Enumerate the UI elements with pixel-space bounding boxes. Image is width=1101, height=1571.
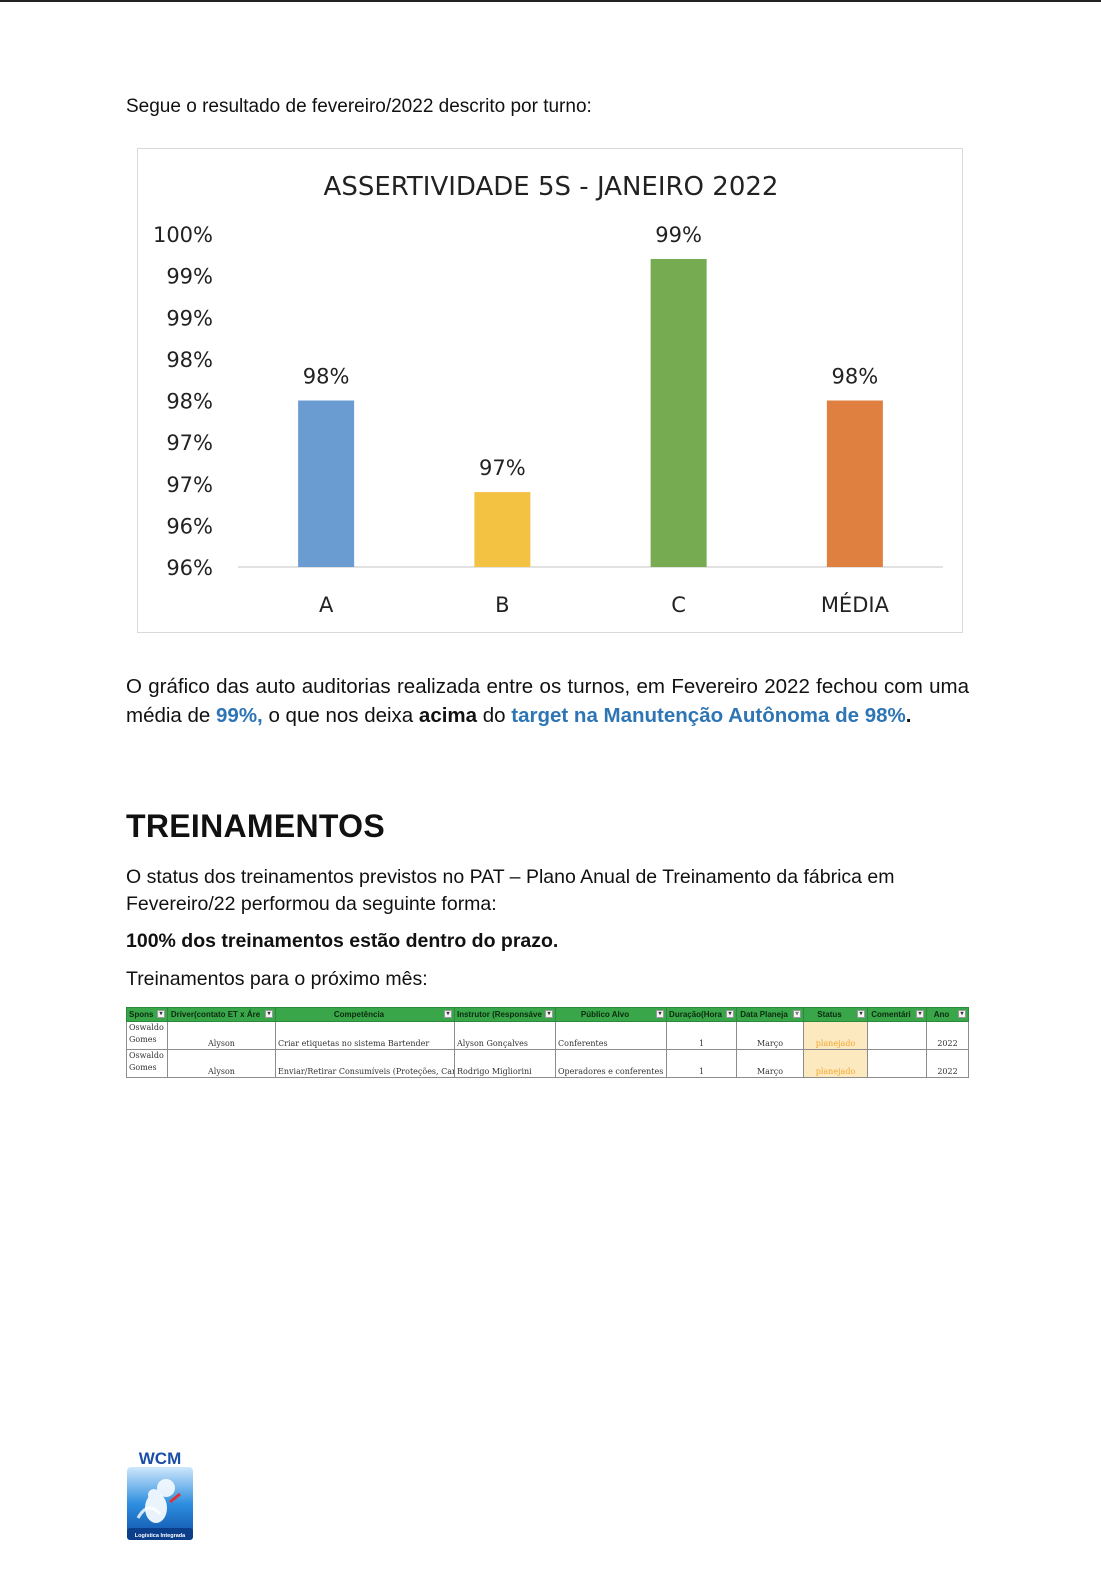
column-header-sponsor[interactable]: Spons ▾ (126, 1007, 168, 1022)
top-rule (0, 0, 1101, 2)
summary-text-3: do (477, 704, 512, 727)
column-header-instrutor[interactable]: Instrutor (Responsáve ▾ (454, 1007, 556, 1022)
cell-status[interactable]: planejado (803, 1049, 868, 1078)
cell-ano[interactable]: 2022 (926, 1049, 969, 1078)
filter-dropdown-icon[interactable]: ▾ (265, 1010, 273, 1018)
cell-comentario[interactable] (867, 1049, 927, 1078)
cell-duracao[interactable]: 1 (666, 1049, 737, 1078)
cell-competencia[interactable]: Enviar/Retirar Consumíveis (Proteções, C… (275, 1049, 455, 1078)
x-tick-label: MÉDIA (821, 592, 890, 617)
cell-instrutor[interactable]: Alyson Gonçalves (454, 1021, 556, 1050)
cell-comentario[interactable] (867, 1021, 927, 1050)
chart-summary-paragraph: O gráfico das auto auditorias realizada … (126, 672, 969, 730)
filter-dropdown-icon[interactable]: ▾ (857, 1010, 865, 1018)
filter-dropdown-icon[interactable]: ▾ (444, 1010, 452, 1018)
summary-period: . (905, 704, 912, 727)
bar-b (474, 492, 531, 567)
y-tick-label: 98% (166, 390, 213, 414)
cell-publico-alvo[interactable]: Conferentes (555, 1021, 667, 1050)
cell-duracao[interactable]: 1 (666, 1021, 737, 1050)
cell-driver[interactable]: Alyson (167, 1049, 276, 1078)
summary-text-2: o que nos deixa (262, 704, 419, 727)
logo-caption: Logística Integrada (135, 1533, 186, 1539)
column-header-comentario[interactable]: Comentári ▾ (867, 1007, 927, 1022)
bar-c (650, 258, 707, 567)
bar-chart: ASSERTIVIDADE 5S - JANEIRO 2022 96% 96% 97%… (137, 148, 963, 633)
cell-ano[interactable]: 2022 (926, 1021, 969, 1050)
training-status-paragraph: O status dos treinamentos previstos no P… (126, 866, 895, 915)
cell-data-planejada[interactable]: Março (736, 1021, 804, 1050)
cell-data-planejada[interactable]: Março (736, 1049, 804, 1078)
summary-target-text: target na Manutenção Autônoma de 98% (511, 704, 906, 727)
training-table: Spons ▾ Driver(contato ET x Áre ▾ Competên… (126, 1007, 969, 1078)
column-header-duracao[interactable]: Duração(Hora ▾ (666, 1007, 737, 1022)
intro-text: Segue o resultado de fevereiro/2022 desc… (126, 96, 592, 117)
summary-above-word: acima (418, 704, 478, 727)
chart-title: ASSERTIVIDADE 5S - JANEIRO 2022 (324, 172, 779, 202)
bar-mdia (826, 400, 883, 567)
y-tick-label: 99% (166, 265, 213, 289)
filter-dropdown-icon[interactable]: ▾ (656, 1010, 664, 1018)
data-label: 99% (655, 223, 702, 247)
training-deadline-statement: 100% dos treinamentos estão dentro do pr… (126, 930, 559, 952)
table-row: Oswaldo Gomes Alyson Criar etiquetas no … (126, 1021, 969, 1050)
cell-instrutor[interactable]: Rodrigo Migliorini (454, 1049, 556, 1078)
column-header-ano[interactable]: Ano ▾ (926, 1007, 969, 1022)
column-header-driver[interactable]: Driver(contato ET x Áre ▾ (167, 1007, 276, 1022)
y-tick-label: 96% (166, 556, 213, 580)
y-tick-label: 99% (166, 306, 213, 330)
column-header-status[interactable]: Status ▾ (803, 1007, 868, 1022)
cell-status[interactable]: planejado (803, 1021, 868, 1050)
data-label: 98% (832, 365, 879, 389)
table-row: Oswaldo Gomes Alyson Enviar/Retirar Cons… (126, 1049, 969, 1078)
cell-sponsor[interactable]: Oswaldo Gomes (126, 1049, 168, 1078)
cell-publico-alvo[interactable]: Operadores e conferentes (555, 1049, 667, 1078)
y-tick-label: 97% (166, 473, 213, 497)
cell-competencia[interactable]: Criar etiquetas no sistema Bartender (275, 1021, 455, 1050)
y-tick-label: 96% (166, 514, 213, 538)
filter-dropdown-icon[interactable]: ▾ (157, 1010, 165, 1018)
filter-dropdown-icon[interactable]: ▾ (958, 1010, 966, 1018)
table-header-row: Spons ▾ Driver(contato ET x Áre ▾ Competên… (126, 1007, 969, 1022)
column-header-data-planejada[interactable]: Data Planeja ▿ (736, 1007, 804, 1022)
wcm-logo: WCM Logística Integrada (127, 1449, 193, 1540)
x-tick-label: A (319, 593, 334, 617)
x-tick-label: C (671, 593, 686, 617)
filter-active-icon[interactable]: ▿ (793, 1010, 801, 1018)
x-tick-label: B (495, 593, 509, 617)
summary-text-1: O gráfico das auto auditorias realizada … (126, 675, 969, 727)
section-heading: TREINAMENTOS (126, 808, 386, 844)
summary-average-value: 99%, (216, 704, 263, 727)
bar-a (298, 400, 355, 567)
y-tick-label: 100% (153, 223, 213, 247)
data-label: 97% (479, 456, 526, 480)
cell-driver[interactable]: Alyson (167, 1021, 276, 1050)
filter-dropdown-icon[interactable]: ▾ (545, 1010, 553, 1018)
y-tick-label: 97% (166, 431, 213, 455)
y-tick-label: 98% (166, 348, 213, 372)
next-month-label: Treinamentos para o próximo mês: (126, 968, 428, 990)
column-header-competencia[interactable]: Competência ▾ (275, 1007, 455, 1022)
filter-dropdown-icon[interactable]: ▾ (916, 1010, 924, 1018)
logo-wordmark: WCM (139, 1449, 181, 1468)
data-label: 98% (303, 365, 350, 389)
filter-dropdown-icon[interactable]: ▾ (726, 1010, 734, 1018)
column-header-publico-alvo[interactable]: Público Alvo ▾ (555, 1007, 667, 1022)
cell-sponsor[interactable]: Oswaldo Gomes (126, 1021, 168, 1050)
chart-svg: ASSERTIVIDADE 5S - JANEIRO 2022 96% 96% 97%… (153, 172, 943, 617)
